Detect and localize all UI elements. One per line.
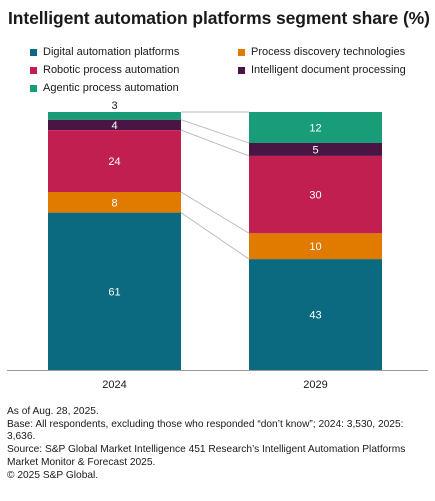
data-label: 30	[309, 190, 321, 202]
data-label: 43	[309, 310, 321, 322]
legend-swatch	[238, 48, 245, 56]
bar-segment	[48, 212, 181, 370]
data-label: 8	[111, 197, 117, 209]
connector-line	[180, 191, 250, 234]
connector-line	[180, 129, 250, 157]
bar-segment	[48, 119, 181, 130]
footnotes: As of Aug. 28, 2025. Base: All responden…	[7, 406, 431, 482]
bar-segment	[48, 112, 181, 120]
legend-swatch	[30, 48, 37, 56]
legend-item-digital-automation: Digital automation platforms	[30, 45, 238, 59]
legend-label: Robotic process automation	[43, 64, 180, 76]
legend-item-robotic-process: Robotic process automation	[30, 63, 238, 77]
legend-swatch	[30, 84, 37, 92]
footnote-base: Base: All respondents, excluding those w…	[7, 418, 404, 443]
legend-label: Intelligent document processing	[251, 64, 406, 76]
data-label: 4	[111, 120, 117, 132]
legend-swatch	[238, 66, 245, 74]
x-tick-label: 2029	[303, 379, 327, 391]
legend-item-intelligent-document: Intelligent document processing	[238, 63, 430, 77]
connector-line	[180, 119, 250, 144]
data-label: 3	[111, 100, 117, 112]
bar-segment	[249, 143, 382, 156]
legend: Digital automation platforms Process dis…	[30, 45, 430, 95]
legend-label: Process discovery technologies	[251, 46, 406, 58]
bar-segment	[48, 130, 181, 192]
x-tick-label: 2024	[102, 379, 126, 391]
legend-item-agentic-process: Agentic process automation	[30, 81, 238, 95]
bar-segment	[48, 192, 181, 213]
footnote-date: As of Aug. 28, 2025.	[7, 406, 99, 417]
chart-title: Intelligent automation platforms segment…	[8, 8, 430, 28]
bar-segment	[249, 155, 382, 234]
legend-item-process-discovery: Process discovery technologies	[238, 45, 430, 59]
data-label: 61	[108, 286, 120, 298]
data-label: 10	[309, 241, 321, 253]
bar-segment	[249, 233, 382, 260]
data-label: 5	[312, 144, 318, 156]
data-label: 12	[309, 123, 321, 135]
bar-segment	[249, 259, 382, 370]
connector-line	[180, 212, 250, 260]
footnote-source: Source: S&P Global Market Intelligence 4…	[7, 444, 406, 468]
legend-swatch	[30, 66, 37, 74]
bar-segment	[249, 112, 382, 143]
legend-label: Agentic process automation	[43, 82, 179, 94]
data-label: 24	[108, 156, 120, 168]
legend-label: Digital automation platforms	[43, 46, 180, 58]
footnote-copyright: © 2025 S&P Global.	[7, 469, 99, 481]
